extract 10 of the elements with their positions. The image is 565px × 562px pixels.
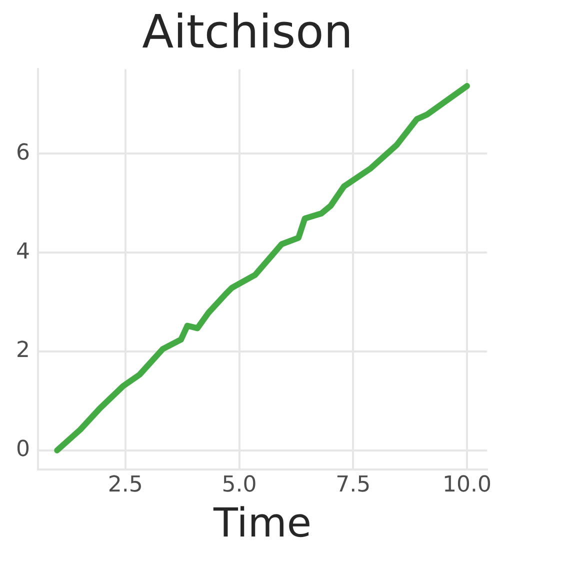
- y-tick-label: 4: [16, 239, 30, 264]
- x-tick-label: 5.0: [222, 472, 257, 498]
- y-tick-label: 6: [16, 140, 30, 166]
- y-tick-label: 2: [16, 338, 30, 364]
- y-tick-label: 0: [16, 437, 30, 462]
- chart-title: Aitchison: [142, 4, 353, 59]
- x-axis-title: Time: [212, 500, 312, 546]
- x-tick-label: 2.5: [108, 472, 143, 498]
- x-tick-label: 7.5: [336, 472, 371, 498]
- x-tick-label: 10.0: [442, 472, 492, 498]
